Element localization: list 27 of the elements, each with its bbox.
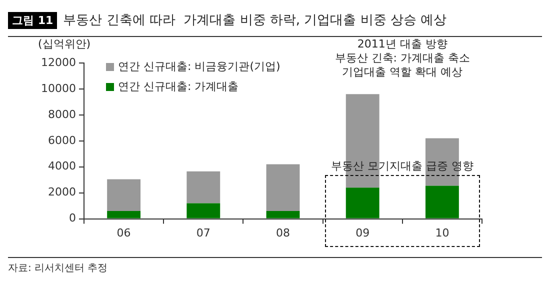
legend-label: 연간 신규대출: 비금융기관(기업) <box>118 60 280 73</box>
y-tick-label: 10000 <box>40 82 76 95</box>
legend-label: 연간 신규대출: 가계대출 <box>118 80 239 93</box>
y-tick-label: 4000 <box>48 160 76 173</box>
bar <box>266 211 300 218</box>
bar <box>186 203 220 218</box>
annotation: 2011년 대출 방향 부동산 긴축: 가계대출 축소 기업대출 역할 확대 예상 <box>334 37 470 78</box>
y-tick-label: 12000 <box>40 56 76 69</box>
x-tick-label: 08 <box>276 226 290 240</box>
bar <box>346 188 380 218</box>
caption: 그림 11 <box>8 12 58 28</box>
x-tick-label: 06 <box>116 226 131 240</box>
y-axis-title: (십억위안) <box>38 37 91 50</box>
text: 자료: 리서치센터 추정 <box>8 257 542 275</box>
bar <box>266 164 300 212</box>
x-tick-label: 07 <box>196 226 210 240</box>
bar <box>425 186 459 218</box>
x-tick-label: 10 <box>435 226 450 240</box>
bar <box>186 171 220 204</box>
chart-title: 부동산 긴축에 따라 가계대출 비중 하락, 기업대출 비중 상승 예상 <box>63 12 447 29</box>
y-tick-label: 6000 <box>48 134 76 147</box>
x-tick-label: 09 <box>356 226 370 240</box>
y-tick-label: 8000 <box>48 108 76 121</box>
y-tick-label: 0 <box>68 212 76 225</box>
y-tick-label: 2000 <box>48 186 76 199</box>
bar <box>107 179 141 212</box>
bar <box>107 211 141 218</box>
